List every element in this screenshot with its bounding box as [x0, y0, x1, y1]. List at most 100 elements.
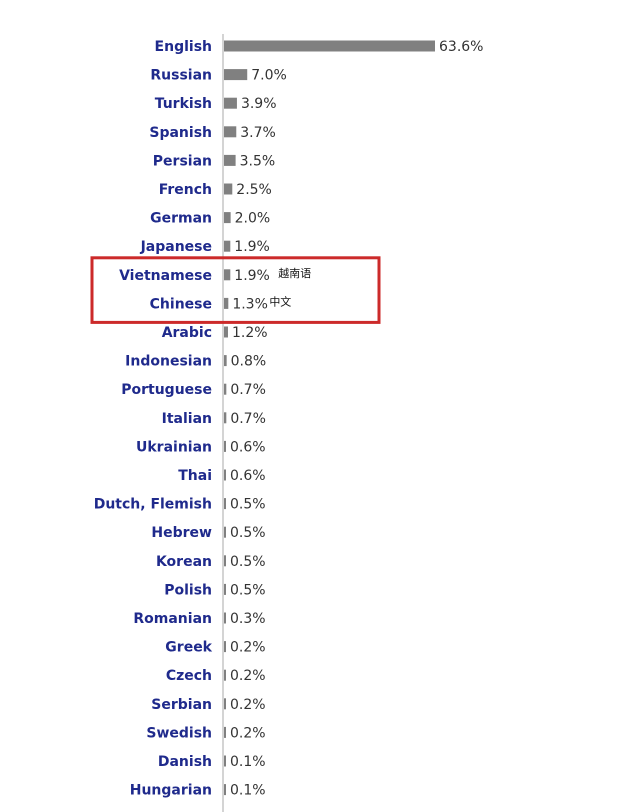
chart-row: Vietnamese 1.9% 越南语 — [119, 266, 311, 284]
chart-row: Japanese 1.9% — [140, 239, 270, 255]
chart-row: Czech 0.2% — [166, 668, 266, 684]
bar — [224, 755, 226, 767]
bar — [224, 698, 226, 710]
bar — [224, 526, 226, 538]
category-label: Hebrew — [151, 525, 212, 541]
category-label: Spanish — [149, 125, 212, 141]
value-label: 3.7% — [240, 125, 276, 141]
bar — [224, 641, 226, 653]
bar — [224, 498, 226, 510]
category-label: Indonesian — [125, 354, 212, 370]
bar — [224, 669, 226, 681]
category-label: Japanese — [140, 239, 212, 255]
category-label: Ukrainian — [136, 439, 212, 455]
value-label: 0.6% — [230, 468, 266, 484]
bar — [224, 555, 226, 567]
bar — [224, 69, 248, 81]
chart-row: Chinese 1.3% 中文 — [150, 294, 292, 312]
value-label: 0.1% — [230, 754, 266, 770]
chart-row: Thai 0.6% — [178, 468, 265, 484]
chart-row: Swedish 0.2% — [146, 725, 265, 741]
category-label: Chinese — [150, 296, 212, 312]
bar — [224, 355, 227, 367]
value-label: 0.5% — [230, 525, 266, 541]
category-label: English — [155, 39, 212, 55]
bar — [224, 212, 231, 224]
category-label: Arabic — [162, 325, 212, 341]
chart-row: Spanish 3.7% — [149, 125, 275, 141]
bar — [224, 469, 226, 481]
value-label: 63.6% — [439, 39, 483, 55]
category-label: Thai — [178, 468, 212, 484]
bar — [224, 269, 231, 281]
chart-row: Arabic 1.2% — [162, 325, 268, 341]
chart-row: Hungarian 0.1% — [130, 783, 266, 799]
bar — [224, 612, 226, 624]
value-label: 0.1% — [230, 783, 266, 799]
chart-rows: English 63.6% Russian 7.0% Turkish 3.9% Spanis… — [94, 39, 484, 799]
chart-row: French 2.5% — [159, 182, 272, 198]
value-label: 0.5% — [230, 497, 266, 513]
chart-row: Greek 0.2% — [165, 640, 265, 656]
value-label: 0.7% — [230, 382, 266, 398]
bar — [224, 297, 229, 309]
annotation-label: 中文 — [269, 294, 291, 308]
value-label: 0.5% — [230, 554, 266, 570]
category-label: Portuguese — [121, 382, 212, 398]
annotation-label: 越南语 — [278, 266, 311, 280]
value-label: 1.3% — [232, 296, 268, 312]
category-label: Italian — [162, 411, 212, 427]
category-label: Serbian — [151, 697, 212, 713]
bar — [224, 126, 237, 138]
value-label: 0.6% — [230, 439, 266, 455]
chart-row: Danish 0.1% — [158, 754, 266, 770]
category-label: German — [150, 211, 212, 227]
bar — [224, 40, 435, 52]
category-label: Swedish — [146, 725, 212, 741]
category-label: Persian — [153, 153, 212, 169]
category-label: Greek — [165, 640, 212, 656]
value-label: 0.3% — [230, 611, 266, 627]
category-label: Turkish — [155, 96, 212, 112]
chart-row: Turkish 3.9% — [155, 96, 277, 112]
chart-row: Ukrainian 0.6% — [136, 439, 266, 455]
category-label: Russian — [150, 68, 212, 84]
bar — [224, 183, 233, 195]
value-label: 7.0% — [251, 68, 287, 84]
chart-row: Russian 7.0% — [150, 68, 286, 84]
bar — [224, 583, 226, 595]
category-label: Korean — [156, 554, 212, 570]
bar — [224, 240, 231, 252]
category-label: French — [159, 182, 212, 198]
value-label: 0.2% — [230, 697, 266, 713]
bar — [224, 383, 227, 395]
value-label: 3.5% — [240, 153, 276, 169]
value-label: 0.8% — [231, 354, 267, 370]
value-label: 1.2% — [232, 325, 268, 341]
chart-row: Hebrew 0.5% — [151, 525, 265, 541]
value-label: 0.2% — [230, 668, 266, 684]
bar — [224, 440, 226, 452]
category-label: Danish — [158, 754, 212, 770]
bar — [224, 726, 226, 738]
chart-row: Italian 0.7% — [162, 411, 266, 427]
chart-row: Serbian 0.2% — [151, 697, 265, 713]
bar — [224, 154, 236, 166]
value-label: 3.9% — [241, 96, 277, 112]
value-label: 2.0% — [235, 211, 271, 227]
highlight-box — [90, 256, 381, 324]
chart-row: Korean 0.5% — [156, 554, 266, 570]
bar — [224, 784, 226, 796]
bar — [224, 412, 227, 424]
value-label: 0.5% — [230, 582, 266, 598]
chart-row: Persian 3.5% — [153, 153, 275, 169]
value-label: 0.7% — [230, 411, 266, 427]
category-label: Czech — [166, 668, 212, 684]
chart-row: Polish 0.5% — [164, 582, 265, 598]
category-label: Polish — [164, 582, 212, 598]
category-label: Romanian — [133, 611, 212, 627]
chart-row: Dutch, Flemish 0.5% — [94, 497, 266, 513]
value-label: 1.9% — [234, 239, 270, 255]
category-label: Hungarian — [130, 783, 212, 799]
bar — [224, 326, 228, 338]
